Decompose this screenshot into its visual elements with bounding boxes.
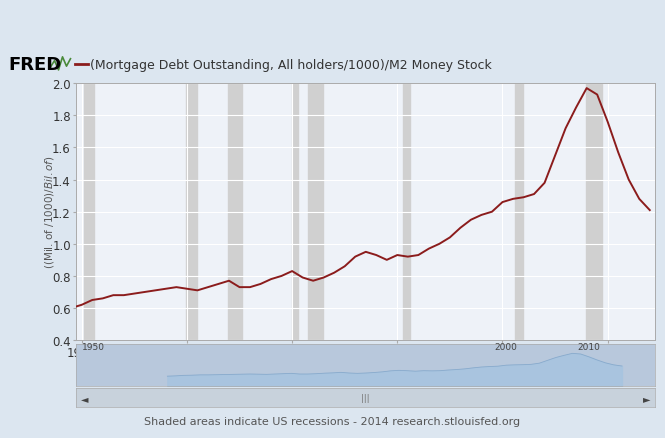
Text: FRED: FRED <box>8 56 61 74</box>
Bar <box>186 84 197 340</box>
Bar <box>586 84 602 340</box>
Text: Shaded areas indicate US recessions - 2014 research.stlouisfed.org: Shaded areas indicate US recessions - 20… <box>144 416 521 426</box>
Text: (Mortgage Debt Outstanding, All holders/1000)/M2 Money Stock: (Mortgage Debt Outstanding, All holders/… <box>90 59 492 72</box>
Text: |||: ||| <box>362 393 370 403</box>
Bar <box>308 84 323 340</box>
Text: 2010: 2010 <box>577 343 600 351</box>
Bar <box>228 84 242 340</box>
Text: ►: ► <box>643 393 650 403</box>
Bar <box>402 84 410 340</box>
Text: 1950: 1950 <box>82 343 104 351</box>
Bar <box>292 84 298 340</box>
Bar <box>84 84 94 340</box>
Bar <box>515 84 523 340</box>
Text: ◄: ◄ <box>81 393 88 403</box>
Text: 2000: 2000 <box>495 343 517 351</box>
Y-axis label: ((Mil. of $/1000)/Bil. of $): ((Mil. of $/1000)/Bil. of $) <box>43 155 56 269</box>
